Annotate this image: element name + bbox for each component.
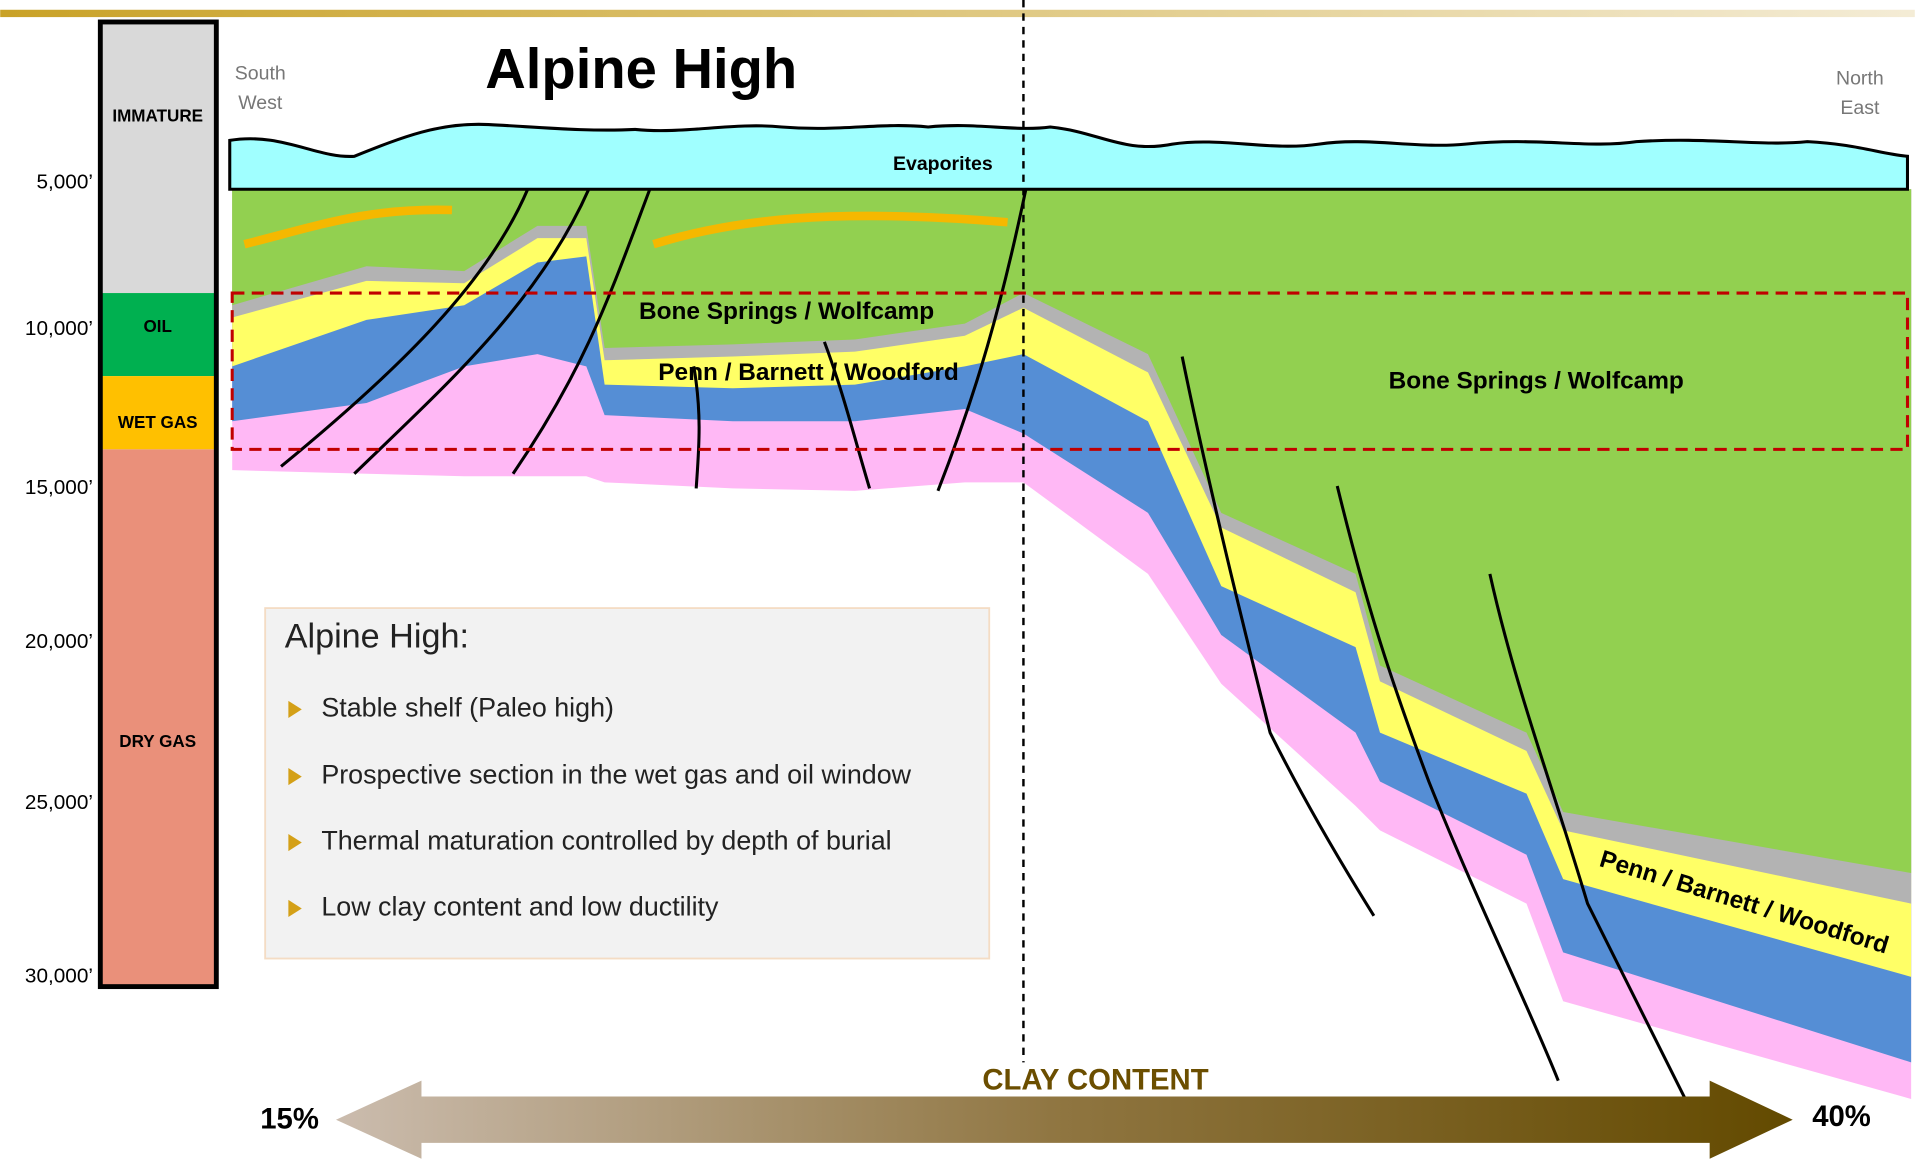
- info-box: [264, 607, 991, 960]
- zone-immature: [100, 21, 217, 294]
- layer-label: Penn / Barnett / Woodford: [658, 359, 959, 386]
- zone-wet-gas: [100, 376, 217, 450]
- title: Alpine High: [485, 37, 797, 100]
- direction: East: [1840, 97, 1880, 119]
- direction: North: [1836, 68, 1884, 90]
- clay-high: 40%: [1812, 1100, 1871, 1133]
- info-bullet: Thermal maturation controlled by depth o…: [321, 826, 891, 856]
- layer-label: Bone Springs / Wolfcamp: [1389, 368, 1684, 395]
- strata: [232, 189, 1912, 1099]
- layer-label: Evaporites: [893, 153, 993, 175]
- depth-label: 15,000’: [25, 476, 93, 499]
- zone-oil: [100, 293, 217, 377]
- zone-label: DRY GAS: [119, 732, 196, 751]
- maturity-column: [97, 19, 219, 990]
- zone-label: OIL: [143, 317, 171, 336]
- depth-label: 5,000’: [36, 171, 93, 194]
- layer-label: Bone Springs / Wolfcamp: [639, 298, 934, 325]
- clay-arrow: [335, 1080, 1793, 1159]
- zone-dry-gas: [100, 449, 217, 987]
- info-heading: Alpine High:: [285, 618, 469, 656]
- sand-streak: [652, 211, 1008, 249]
- zone-label: WET GAS: [118, 413, 198, 432]
- depth-label: 10,000’: [25, 317, 93, 340]
- clay-low: 15%: [260, 1103, 319, 1136]
- direction: South: [235, 63, 286, 85]
- faults: [280, 188, 1705, 1137]
- evaporites: [228, 122, 1910, 191]
- info-bullet: Low clay content and low ductility: [321, 892, 719, 922]
- zone-label: IMMATURE: [112, 107, 203, 126]
- sand-streak: [243, 205, 453, 249]
- clay-label: CLAY CONTENT: [982, 1064, 1208, 1097]
- info-bullet: Stable shelf (Paleo high): [321, 693, 614, 723]
- layer-green: [232, 189, 1912, 874]
- depth-label: 25,000’: [25, 791, 93, 814]
- direction: West: [238, 92, 283, 114]
- info-bullet: Prospective section in the wet gas and o…: [321, 760, 911, 790]
- depth-label: 20,000’: [25, 630, 93, 653]
- depth-label: 30,000’: [25, 964, 93, 987]
- bullet-markers: [288, 700, 302, 918]
- top-rule: [0, 9, 1915, 18]
